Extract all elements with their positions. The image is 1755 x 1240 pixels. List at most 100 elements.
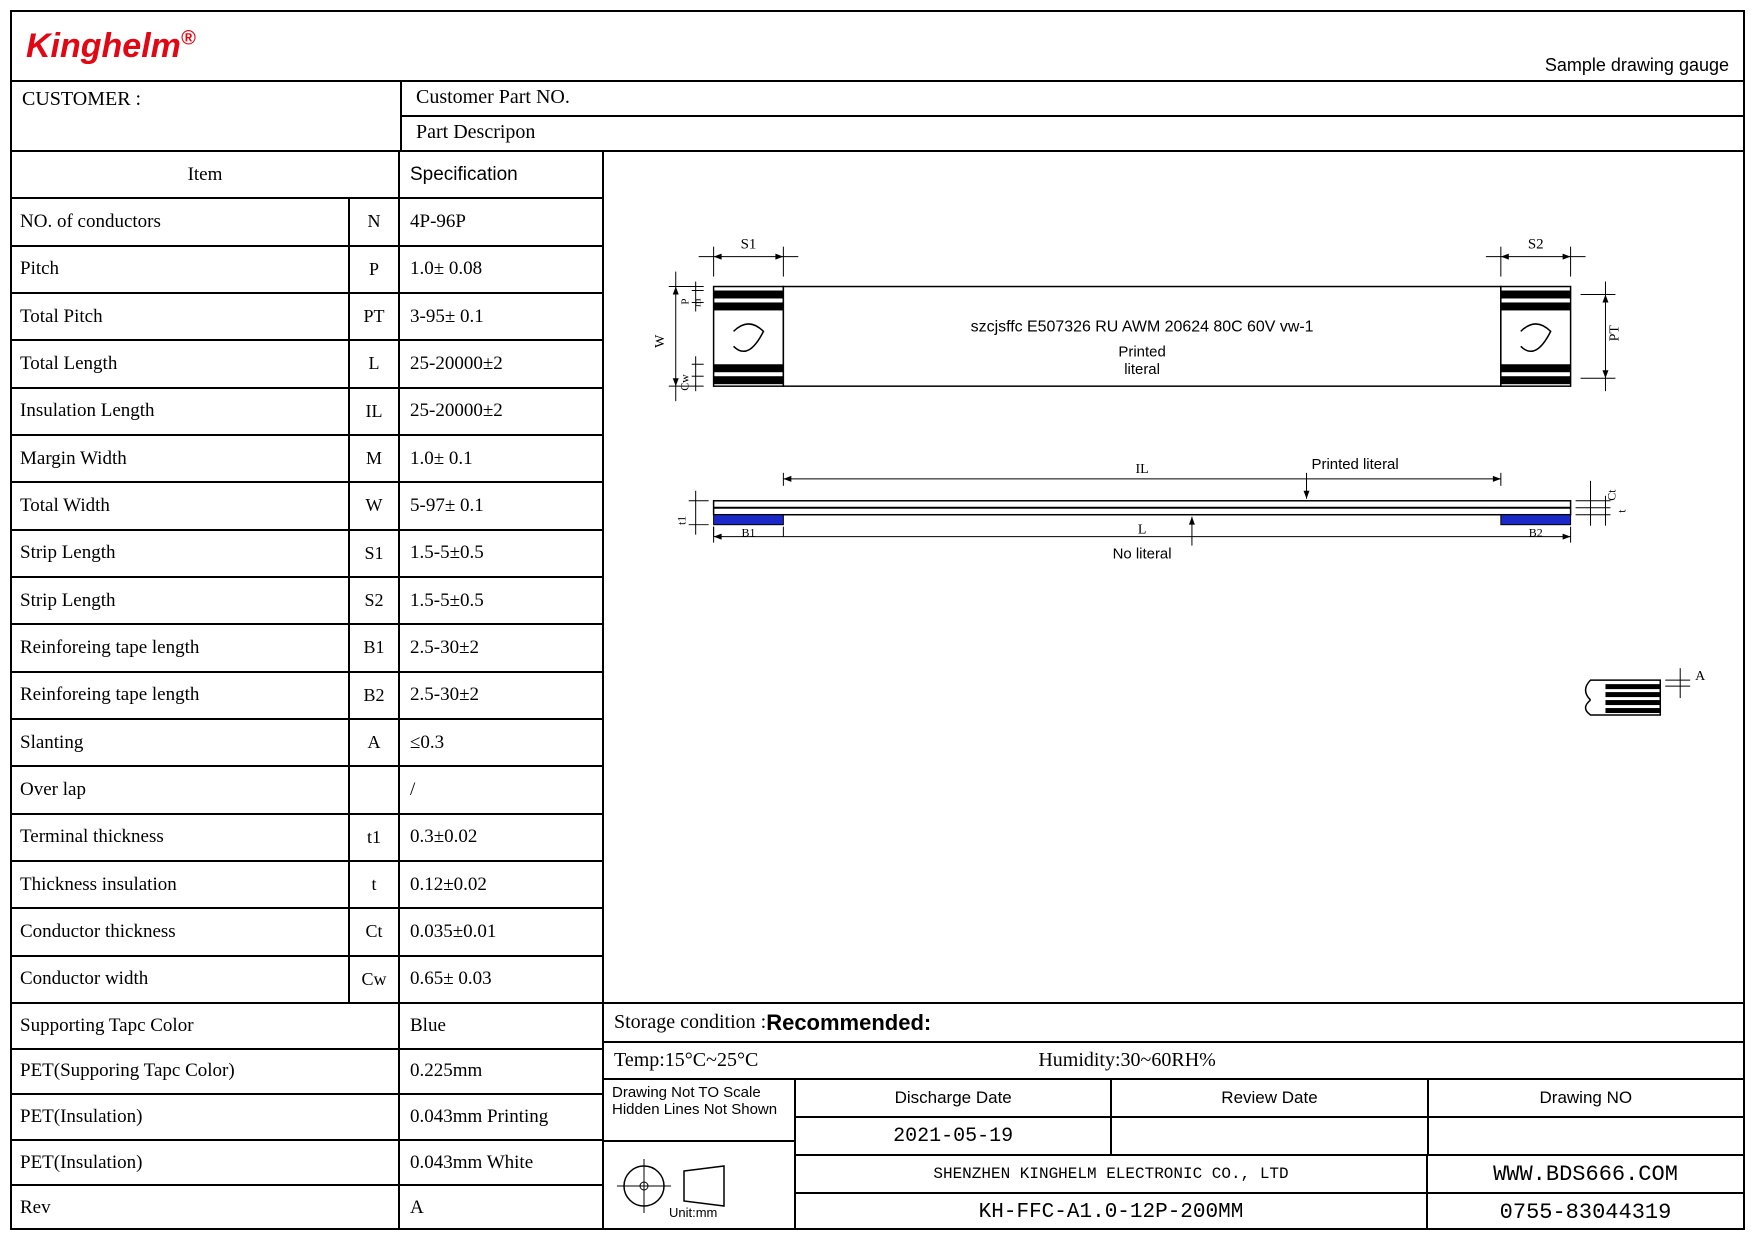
spec-symbol: B2 — [350, 673, 400, 718]
spec-value: 5-97± 0.1 — [400, 495, 602, 517]
spec-symbol: t1 — [350, 815, 400, 860]
bottom-left-row: Rev A — [12, 1186, 602, 1230]
part-row: KH-FFC-A1.0-12P-200MM 0755-83044319 — [796, 1194, 1743, 1230]
spec-item-label: Strip Length — [12, 578, 350, 623]
spec-symbol: Ct — [350, 909, 400, 954]
info-grid: Drawing Not TO Scale Hidden Lines Not Sh… — [604, 1080, 1743, 1230]
svg-text:m: m — [692, 298, 704, 307]
bottom-left-row: PET(Supporing Tapc Color) 0.225mm — [12, 1050, 602, 1096]
spec-row: Pitch P 1.0± 0.08 — [12, 247, 602, 294]
spec-header-spec: Specification — [400, 164, 602, 186]
svg-text:No literal: No literal — [1113, 546, 1172, 563]
sample-gauge-label: Sample drawing gauge — [1545, 55, 1729, 76]
bl-value: 0.043mm Printing — [400, 1106, 602, 1128]
spec-value: 1.5-5±0.5 — [400, 542, 602, 564]
spec-value: 0.12±0.02 — [400, 874, 602, 896]
spec-table: Item Specification NO. of conductors N 4… — [12, 152, 604, 1002]
spec-row: Conductor width Cw 0.65± 0.03 — [12, 957, 602, 1002]
svg-text:S1: S1 — [741, 237, 757, 253]
customer-row: CUSTOMER : Customer Part NO. Part Descri… — [12, 82, 1743, 152]
bl-item-label: Supporting Tapc Color — [12, 1004, 400, 1048]
datasheet-frame: Kinghelm® Sample drawing gauge CUSTOMER … — [10, 10, 1745, 1230]
spec-row: Total Length L 25-20000±2 — [12, 341, 602, 388]
technical-drawing: szcjsffc E507326 RU AWM 20624 80C 60V vw… — [604, 152, 1743, 999]
spec-value: 0.65± 0.03 — [400, 968, 602, 990]
spec-row: Total Pitch PT 3-95± 0.1 — [12, 294, 602, 341]
svg-text:A: A — [1695, 669, 1705, 684]
customer-label: CUSTOMER : — [12, 82, 402, 150]
customer-part-no-label: Customer Part NO. — [402, 82, 1743, 117]
svg-text:szcjsffc E507326 RU AWM 20624: szcjsffc E507326 RU AWM 20624 80C 60V vw… — [971, 318, 1314, 335]
spec-symbol: L — [350, 341, 400, 386]
spec-item-label: Strip Length — [12, 531, 350, 576]
spec-item-label: Conductor width — [12, 957, 350, 1002]
svg-text:L: L — [1138, 523, 1147, 538]
spec-item-label: Slanting — [12, 720, 350, 765]
spec-row: NO. of conductors N 4P-96P — [12, 199, 602, 246]
temp-humidity-row: Temp:15°C~25°C Humidity:30~60RH% — [604, 1043, 1743, 1080]
spec-item-label: Pitch — [12, 247, 350, 292]
humidity-label: Humidity:30~60RH% — [1038, 1049, 1216, 1072]
spec-symbol: B1 — [350, 625, 400, 670]
spec-header-row: Item Specification — [12, 152, 602, 199]
part-description-label: Part Descripon — [402, 117, 1743, 150]
spec-header-item: Item — [12, 152, 400, 197]
spec-item-label: Insulation Length — [12, 389, 350, 434]
bottom-left-row: PET(Insulation) 0.043mm Printing — [12, 1095, 602, 1141]
svg-text:PT: PT — [1607, 325, 1622, 342]
discharge-date-header: Discharge Date — [796, 1080, 1112, 1116]
part-number: KH-FFC-A1.0-12P-200MM — [796, 1194, 1428, 1230]
spec-item-label: Conductor thickness — [12, 909, 350, 954]
spec-row: Conductor thickness Ct 0.035±0.01 — [12, 909, 602, 956]
spec-symbol: Cw — [350, 957, 400, 1002]
spec-item-label: Reinforeing tape length — [12, 625, 350, 670]
spec-symbol: t — [350, 862, 400, 907]
spec-item-label: Total Pitch — [12, 294, 350, 339]
spec-value: / — [400, 779, 602, 801]
svg-text:t: t — [1614, 509, 1628, 513]
temp-label: Temp:15°C~25°C — [614, 1049, 758, 1072]
svg-text:P: P — [680, 298, 692, 304]
spec-item-label: Total Length — [12, 341, 350, 386]
spec-value: 1.5-5±0.5 — [400, 590, 602, 612]
spec-symbol — [350, 767, 400, 812]
review-date — [1112, 1118, 1428, 1154]
spec-symbol: P — [350, 247, 400, 292]
svg-text:IL: IL — [1136, 462, 1149, 477]
website: WWW.BDS666.COM — [1428, 1156, 1743, 1192]
spec-row: Margin Width M 1.0± 0.1 — [12, 436, 602, 483]
logo: Kinghelm® — [26, 27, 196, 66]
spec-symbol: IL — [350, 389, 400, 434]
spec-value: 3-95± 0.1 — [400, 306, 602, 328]
drawing-no-header: Drawing NO — [1429, 1080, 1743, 1116]
spec-item-label: Terminal thickness — [12, 815, 350, 860]
phone-number: 0755-83044319 — [1428, 1194, 1743, 1230]
bl-value: Blue — [400, 1015, 602, 1037]
spec-item-label: Thickness insulation — [12, 862, 350, 907]
svg-text:B1: B1 — [742, 526, 756, 540]
svg-text:t1: t1 — [675, 516, 689, 525]
spec-value: 25-20000±2 — [400, 353, 602, 375]
info-date-row: 2021-05-19 — [796, 1118, 1743, 1156]
bl-item-label: PET(Insulation) — [12, 1095, 400, 1139]
spec-row: Insulation Length IL 25-20000±2 — [12, 389, 602, 436]
spec-item-label: Over lap — [12, 767, 350, 812]
bl-value: A — [400, 1197, 602, 1219]
bottom-area: Supporting Tapc Color Blue PET(Supporing… — [12, 1002, 1743, 1230]
bottom-left-row: Supporting Tapc Color Blue — [12, 1004, 602, 1050]
bottom-right: Storage condition :Recommended: Temp:15°… — [604, 1004, 1743, 1230]
svg-text:Ct: Ct — [1604, 489, 1618, 501]
svg-text:B2: B2 — [1529, 526, 1543, 540]
svg-text:literal: literal — [1124, 361, 1160, 378]
spec-symbol: N — [350, 199, 400, 244]
spec-value: 0.3±0.02 — [400, 826, 602, 848]
drawing-scale-note: Drawing Not TO Scale Hidden Lines Not Sh… — [604, 1080, 794, 1142]
svg-text:S2: S2 — [1528, 237, 1544, 253]
spec-symbol: M — [350, 436, 400, 481]
spec-row: Total Width W 5-97± 0.1 — [12, 483, 602, 530]
header: Kinghelm® Sample drawing gauge — [12, 12, 1743, 82]
spec-symbol: A — [350, 720, 400, 765]
svg-text:Cw: Cw — [678, 374, 692, 391]
spec-row: Strip Length S2 1.5-5±0.5 — [12, 578, 602, 625]
spec-item-label: Margin Width — [12, 436, 350, 481]
